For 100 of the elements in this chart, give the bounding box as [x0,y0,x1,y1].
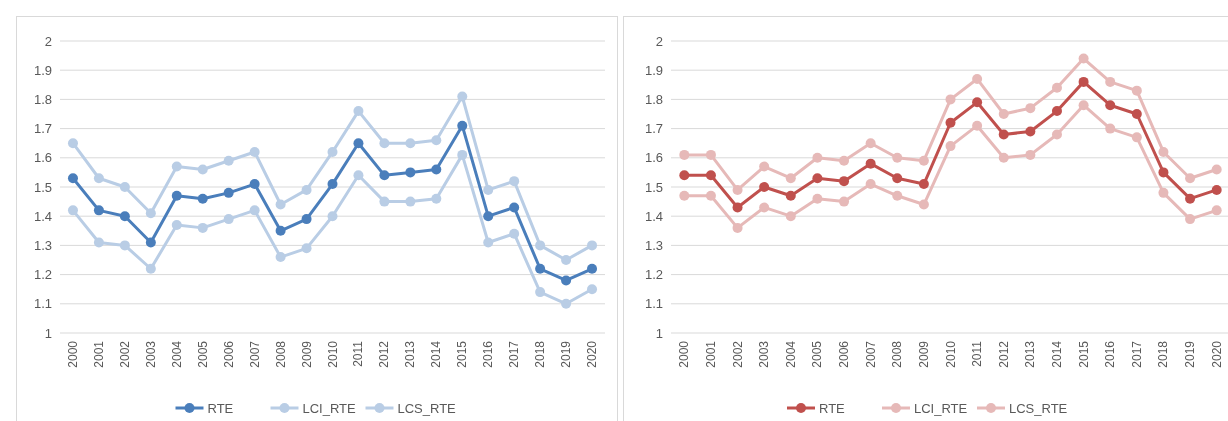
legend-label: LCS_RTE [1009,400,1068,416]
x-tick-label: 2012 [996,340,1011,368]
y-tick-label: 1.6 [644,150,663,166]
x-tick-label: 2004 [169,340,184,368]
x-tick-label: 2007 [247,340,262,368]
y-tick-label: 1 [655,325,663,341]
x-tick-label: 2017 [507,340,522,368]
x-tick-label: 2009 [299,340,314,368]
point [561,275,572,286]
x-tick-label: 2015 [455,340,470,368]
point [431,164,442,175]
point [812,193,823,204]
point [561,298,572,309]
y-tick-label: 2 [44,33,52,49]
point [1185,173,1196,184]
x-tick-label: 2002 [117,340,132,368]
point [301,184,312,195]
point [301,243,312,254]
point [892,173,903,184]
point [145,208,156,219]
point [892,190,903,201]
point [249,205,260,216]
point [1158,187,1169,198]
point [1078,100,1089,111]
point [275,199,286,210]
x-tick-label: 2011 [970,340,985,367]
x-tick-label: 2019 [1183,340,1198,368]
x-tick-label: 2014 [429,340,444,368]
point [1158,146,1169,157]
point [457,120,468,131]
point [509,228,520,239]
point [197,193,208,204]
point [679,149,690,160]
x-tick-label: 2020 [585,340,600,368]
legend-label: LCI_RTE [302,400,357,416]
x-tick-label: 2008 [273,340,288,368]
point [405,196,416,207]
y-tick-label: 1.9 [644,62,663,78]
point [1078,53,1089,64]
point [145,237,156,248]
point [223,214,234,225]
point [785,211,796,222]
point [839,196,850,207]
x-tick-label: 2018 [1156,340,1171,368]
point [119,182,130,192]
x-tick-label: 2016 [1103,340,1118,368]
point [1185,193,1196,204]
point [379,170,390,181]
point [1211,164,1222,175]
point [1131,85,1142,96]
point [945,141,956,152]
point [785,173,796,184]
point [431,135,442,146]
point [119,211,130,222]
x-tick-label: 2019 [559,340,574,368]
point [998,129,1009,140]
point [223,187,234,198]
x-tick-label: 2016 [481,340,496,368]
point [1211,205,1222,216]
point [1051,82,1062,93]
x-tick-label: 2013 [1023,340,1038,368]
point [587,240,598,251]
point [587,284,598,295]
y-tick-label: 1.6 [33,150,52,166]
point [67,173,78,184]
point [483,211,494,222]
x-tick-label: 2000 [677,340,692,368]
point [483,184,494,195]
y-tick-label: 1.7 [33,121,52,137]
y-tick-label: 1.1 [33,296,52,312]
point [865,179,876,190]
point [171,190,182,201]
x-tick-label: 2005 [810,340,825,368]
point [275,252,286,263]
point [812,152,823,163]
point [705,170,716,181]
point [119,240,130,251]
x-tick-label: 2014 [1049,340,1064,368]
point [223,155,234,166]
point [1025,126,1036,137]
y-tick-label: 1.4 [33,208,52,224]
point [998,109,1009,119]
point [1131,109,1142,119]
point [945,117,956,128]
point [171,219,182,230]
legend-label: LCS_RTE [397,400,457,416]
y-tick-label: 1.7 [644,121,663,137]
point [587,263,598,274]
x-tick-label: 2018 [533,340,548,368]
point [1131,132,1142,143]
point [379,138,390,149]
point [839,176,850,187]
point [918,179,929,190]
x-tick-label: 2009 [916,340,931,368]
x-tick-label: 2004 [783,340,798,368]
point [1078,76,1089,87]
point [865,138,876,149]
point [1211,184,1222,195]
y-tick-label: 1.8 [33,91,52,107]
x-tick-label: 2010 [943,340,958,368]
